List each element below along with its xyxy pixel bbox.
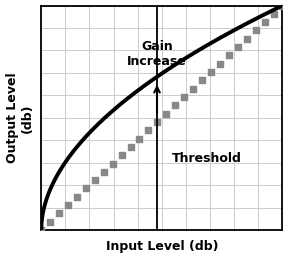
- Point: [280, 3, 285, 8]
- Point: [137, 136, 142, 141]
- Point: [101, 170, 106, 174]
- Point: [110, 161, 115, 166]
- Point: [155, 120, 160, 124]
- Point: [146, 128, 151, 132]
- Point: [66, 203, 70, 207]
- Point: [173, 103, 177, 107]
- Point: [119, 153, 124, 157]
- Point: [48, 220, 52, 224]
- Point: [92, 178, 97, 182]
- Text: Threshold: Threshold: [171, 152, 241, 165]
- Point: [128, 145, 133, 149]
- Point: [182, 95, 186, 99]
- Point: [75, 195, 79, 199]
- Point: [227, 53, 231, 57]
- Point: [236, 45, 240, 49]
- Point: [164, 112, 168, 116]
- Point: [191, 87, 195, 91]
- X-axis label: Input Level (db): Input Level (db): [106, 240, 218, 254]
- Point: [57, 211, 61, 215]
- Y-axis label: Output Level
(db): Output Level (db): [5, 73, 34, 163]
- Text: Gain
Increase: Gain Increase: [127, 40, 187, 68]
- Point: [218, 62, 222, 66]
- Point: [271, 12, 276, 16]
- Point: [84, 186, 88, 191]
- Point: [253, 28, 258, 33]
- Point: [200, 78, 204, 82]
- Point: [245, 37, 249, 41]
- Point: [262, 20, 267, 24]
- Point: [209, 70, 213, 74]
- Point: [39, 228, 43, 232]
